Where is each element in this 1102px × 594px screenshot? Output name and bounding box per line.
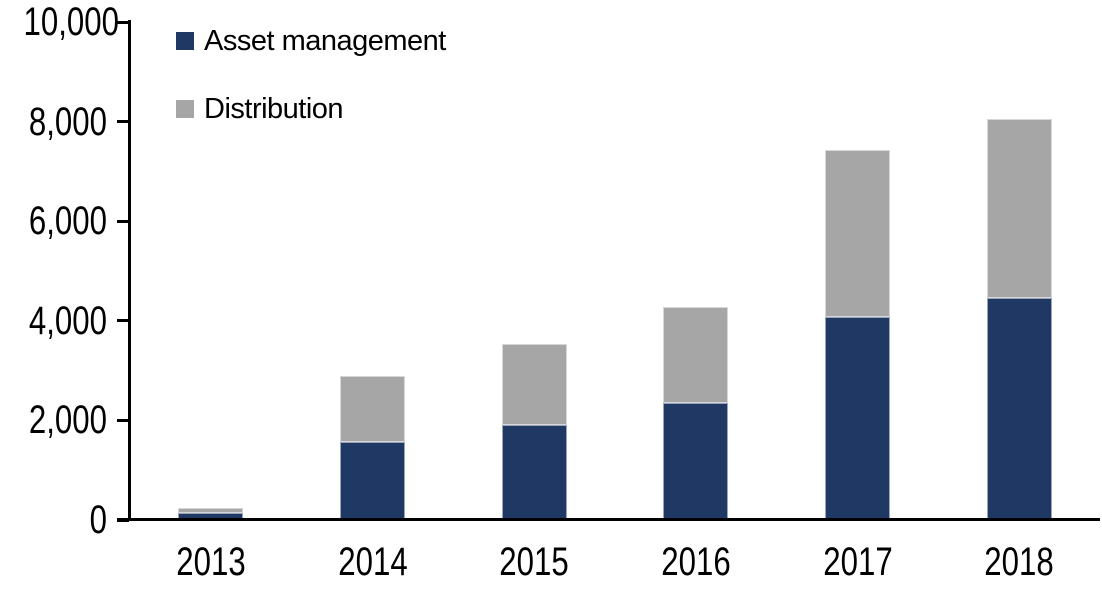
bar-2014 (340, 376, 405, 519)
bar-2018-asset-management (986, 298, 1052, 519)
bar-2018 (986, 119, 1052, 519)
y-tick-label: 10,000 (23, 0, 119, 44)
bar-2014-asset-management (340, 441, 405, 519)
x-axis-label-2018: 2018 (984, 540, 1054, 584)
x-axis-label-2017: 2017 (822, 540, 893, 584)
bar-2017-asset-management (825, 317, 890, 519)
bar-2016-distribution (663, 306, 729, 404)
y-tick-mark (117, 20, 129, 24)
bar-2015-distribution (501, 344, 567, 425)
y-tick-mark (117, 219, 129, 223)
bar-2016 (663, 306, 729, 519)
y-axis-line (128, 20, 131, 521)
y-tick-label: 0 (89, 498, 107, 542)
bar-2018-distribution (986, 119, 1052, 299)
y-tick-label: 4,000 (28, 298, 107, 343)
legend-item-asset-management: Asset management (176, 24, 446, 58)
x-axis-label-2015: 2015 (499, 540, 569, 584)
legend-label-asset-management: Asset management (204, 24, 446, 57)
y-tick-label: 2,000 (28, 398, 107, 443)
y-tick-mark (117, 120, 129, 124)
legend-item-distribution: Distribution (176, 92, 446, 126)
x-axis-line (117, 518, 1100, 521)
y-tick-mark (117, 418, 129, 422)
bar-2017 (825, 150, 890, 519)
bar-2017-distribution (825, 150, 890, 318)
bar-2015-asset-management (501, 424, 567, 519)
bar-2015 (501, 344, 567, 519)
bar-2016-asset-management (663, 403, 729, 519)
x-axis-label-2014: 2014 (337, 540, 408, 584)
legend-label-distribution: Distribution (204, 92, 344, 125)
y-tick-label: 6,000 (28, 199, 107, 244)
y-tick-mark (117, 319, 129, 323)
bar-2014-distribution (340, 376, 405, 442)
x-axis-label-2016: 2016 (661, 540, 731, 584)
distribution-swatch-icon (176, 100, 194, 118)
x-axis-label-2013: 2013 (176, 540, 246, 584)
chart-legend: Asset management Distribution (176, 24, 446, 160)
bar-2013-distribution (178, 508, 244, 514)
asset-management-swatch-icon (176, 32, 194, 50)
y-tick-label: 8,000 (28, 99, 107, 144)
